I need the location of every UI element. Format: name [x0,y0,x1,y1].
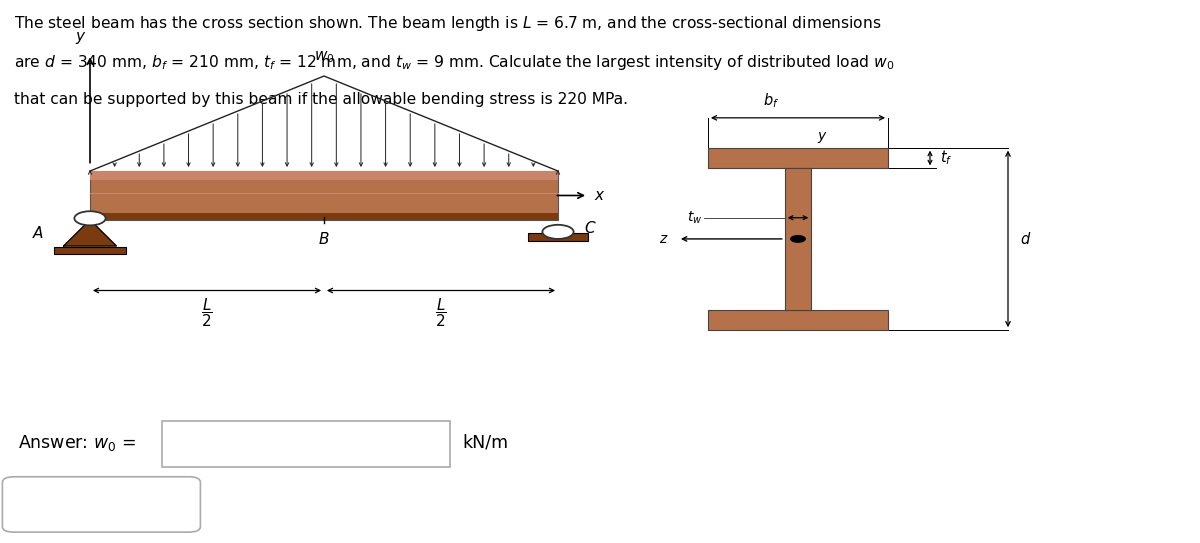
Text: Save for Later: Save for Later [48,495,156,510]
Bar [785,168,811,310]
Text: $b_f$: $b_f$ [763,91,779,110]
Text: $A$: $A$ [32,225,44,242]
Text: $t_f$: $t_f$ [940,149,953,167]
Bar [90,171,558,180]
Text: that can be supported by this beam if the allowable bending stress is 220 MPa.: that can be supported by this beam if th… [14,92,629,107]
FancyBboxPatch shape [2,477,200,532]
Text: $\dfrac{L}{2}$: $\dfrac{L}{2}$ [436,296,446,329]
Text: are $d$ = 340 mm, $b_f$ = 210 mm, $t_f$ = 12 mm, and $t_w$ = 9 mm. Calculate the: are $d$ = 340 mm, $b_f$ = 210 mm, $t_f$ … [14,53,895,72]
Text: $d$: $d$ [1020,231,1031,247]
Bar [54,247,126,254]
Text: $\dfrac{L}{2}$: $\dfrac{L}{2}$ [202,296,212,329]
Bar [708,148,888,168]
Text: $y$: $y$ [817,130,828,145]
Text: $B$: $B$ [318,231,330,247]
Bar [90,171,558,220]
Bar [90,212,558,220]
Text: $y$: $y$ [74,30,86,46]
Text: kN/m: kN/m [462,433,508,452]
Text: $x$: $x$ [594,188,606,203]
Bar [528,233,588,241]
Text: $z$: $z$ [659,232,668,246]
Text: $C$: $C$ [584,220,596,236]
Text: $w_0$: $w_0$ [313,49,335,65]
Bar [708,310,888,330]
Text: Answer: $w_0$ =: Answer: $w_0$ = [18,433,136,452]
Polygon shape [64,220,116,246]
Circle shape [542,225,574,239]
Text: The steel beam has the cross section shown. The beam length is $L$ = 6.7 m, and : The steel beam has the cross section sho… [14,14,882,33]
Circle shape [74,211,106,225]
Circle shape [791,236,805,242]
Text: $t_w$: $t_w$ [686,210,702,226]
Bar [162,421,450,467]
